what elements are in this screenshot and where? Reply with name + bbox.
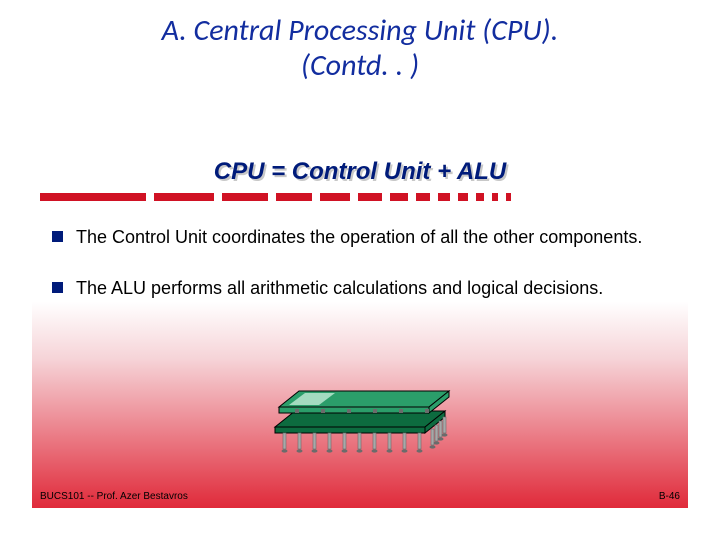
separator-dashes [32,190,688,204]
separator-dash [506,193,511,201]
inner-heading: CPU = Control Unit + ALU [32,158,688,186]
embedded-slide: CPU = Control Unit + ALU The Control Uni… [32,152,688,508]
separator-dash [458,193,468,201]
bullet-item: The Control Unit coordinates the operati… [76,226,666,249]
cpu-chip-icon [255,371,465,461]
separator-dash [154,193,214,201]
separator-dash [40,193,146,201]
bullet-list: The Control Unit coordinates the operati… [32,204,688,299]
footer-right: B-46 [659,491,680,502]
separator-dash [416,193,430,201]
bullet-item: The ALU performs all arithmetic calculat… [76,277,666,300]
cpu-chip-illustration [255,371,465,466]
separator-dash [438,193,450,201]
separator-dash [222,193,268,201]
separator-dash [276,193,312,201]
separator-dash [476,193,484,201]
bullet-text: The Control Unit coordinates the operati… [76,227,642,247]
slide-title: A. Central Processing Unit (CPU). (Contd… [0,0,720,83]
bullet-text: The ALU performs all arithmetic calculat… [76,278,603,298]
footer-left: BUCS101 -- Prof. Azer Bestavros [40,491,188,502]
separator-dash [320,193,350,201]
separator-dash [390,193,408,201]
inner-heading-wrap: CPU = Control Unit + ALU [32,152,688,190]
separator-dash [358,193,382,201]
separator-dash [492,193,498,201]
slide-title-line2: (Contd. . ) [0,49,720,84]
slide-title-line1: A. Central Processing Unit (CPU). [0,14,720,49]
